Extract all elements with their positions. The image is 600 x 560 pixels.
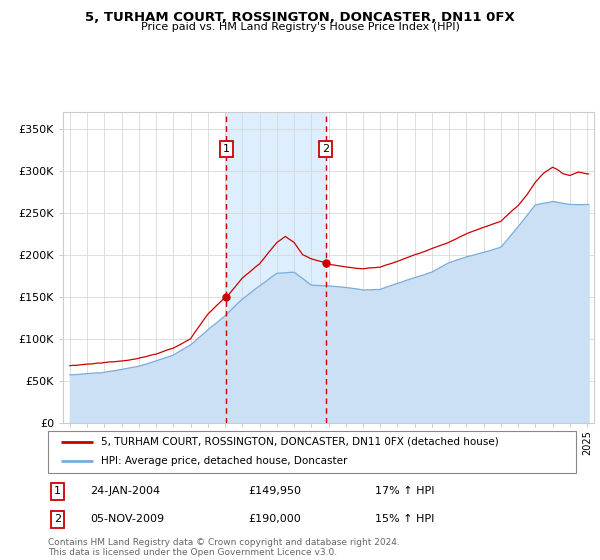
Text: 1: 1 — [54, 487, 61, 496]
Text: 15% ↑ HPI: 15% ↑ HPI — [376, 515, 435, 524]
Text: 5, TURHAM COURT, ROSSINGTON, DONCASTER, DN11 0FX (detached house): 5, TURHAM COURT, ROSSINGTON, DONCASTER, … — [101, 437, 499, 447]
Text: £149,950: £149,950 — [248, 487, 302, 496]
Text: £190,000: £190,000 — [248, 515, 301, 524]
Text: 17% ↑ HPI: 17% ↑ HPI — [376, 487, 435, 496]
Bar — [226, 112, 326, 423]
Text: 24-JAN-2004: 24-JAN-2004 — [90, 487, 160, 496]
Text: HPI: Average price, detached house, Doncaster: HPI: Average price, detached house, Donc… — [101, 456, 347, 466]
Text: 2: 2 — [54, 515, 61, 524]
Text: 5, TURHAM COURT, ROSSINGTON, DONCASTER, DN11 0FX: 5, TURHAM COURT, ROSSINGTON, DONCASTER, … — [85, 11, 515, 24]
Text: Price paid vs. HM Land Registry's House Price Index (HPI): Price paid vs. HM Land Registry's House … — [140, 22, 460, 32]
FancyBboxPatch shape — [48, 431, 576, 473]
Text: 1: 1 — [223, 144, 230, 154]
Text: 05-NOV-2009: 05-NOV-2009 — [90, 515, 164, 524]
Text: 2: 2 — [322, 144, 329, 154]
Text: Contains HM Land Registry data © Crown copyright and database right 2024.
This d: Contains HM Land Registry data © Crown c… — [48, 538, 400, 557]
